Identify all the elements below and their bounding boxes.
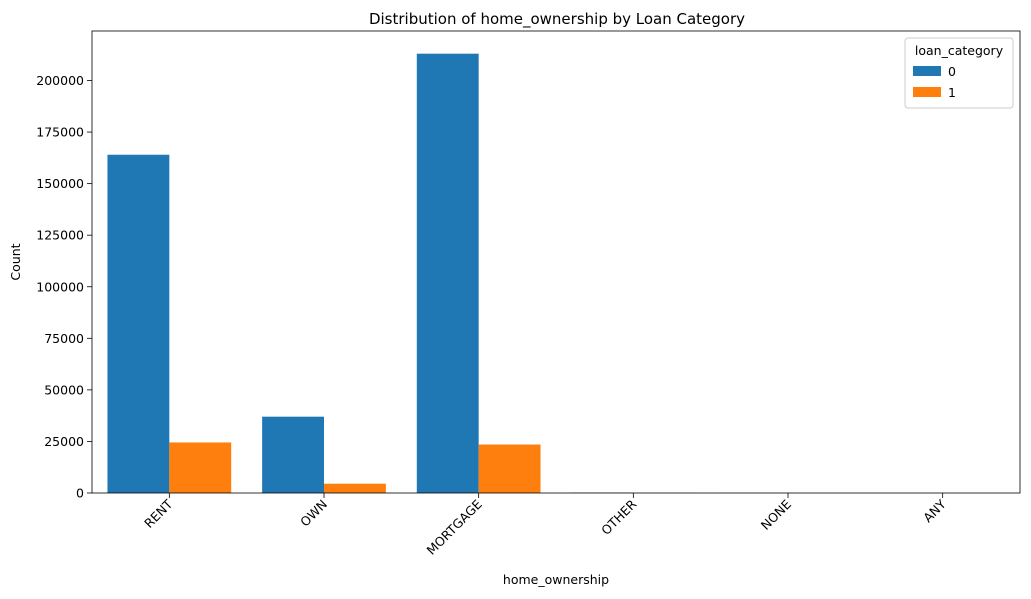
plot-frame bbox=[91, 30, 1021, 494]
y-tick-label: 50000 bbox=[44, 382, 84, 397]
y-axis: 0 25000 50000 75000 100000 125000 150000 175000… bbox=[36, 73, 92, 501]
legend-swatch-1 bbox=[913, 87, 941, 97]
y-tick-label: 150000 bbox=[36, 176, 84, 191]
y-axis-label: Count bbox=[8, 243, 23, 280]
x-tick-label-any: ANY bbox=[920, 496, 949, 525]
bar-own-series-1 bbox=[324, 483, 386, 493]
x-axis-label: home_ownership bbox=[503, 572, 609, 587]
legend-title: loan_category bbox=[915, 43, 1004, 58]
y-tick-label: 100000 bbox=[36, 279, 84, 294]
x-tick-label-rent: RENT bbox=[141, 496, 176, 531]
legend-label-0: 0 bbox=[948, 64, 956, 79]
bar-rent-series-1 bbox=[169, 442, 232, 493]
bar-mortgage-series-1 bbox=[478, 444, 541, 493]
x-axis: RENT OWN MORTGAGE OTHER NONE ANY bbox=[141, 493, 949, 558]
y-tick-label: 75000 bbox=[44, 331, 84, 346]
chart-title: Distribution of home_ownership by Loan C… bbox=[369, 10, 745, 29]
legend-label-1: 1 bbox=[948, 85, 956, 100]
x-tick-label-mortgage: MORTGAGE bbox=[424, 496, 485, 557]
y-tick-label: 25000 bbox=[44, 434, 84, 449]
y-tick-label: 175000 bbox=[36, 125, 84, 140]
plot-area bbox=[92, 31, 1020, 493]
x-tick-label-none: NONE bbox=[758, 496, 794, 532]
legend-swatch-0 bbox=[913, 66, 941, 76]
x-tick-label-other: OTHER bbox=[598, 496, 640, 538]
bar-mortgage-series-0 bbox=[416, 53, 479, 493]
y-tick-label: 0 bbox=[76, 486, 84, 501]
x-tick-label-own: OWN bbox=[297, 497, 330, 530]
y-tick-label: 125000 bbox=[36, 228, 84, 243]
legend: loan_category 0 1 bbox=[904, 37, 1014, 109]
bars-group bbox=[107, 53, 943, 493]
bar-rent-series-0 bbox=[107, 154, 170, 493]
bar-own-series-0 bbox=[262, 416, 324, 493]
y-tick-label: 200000 bbox=[36, 73, 84, 88]
